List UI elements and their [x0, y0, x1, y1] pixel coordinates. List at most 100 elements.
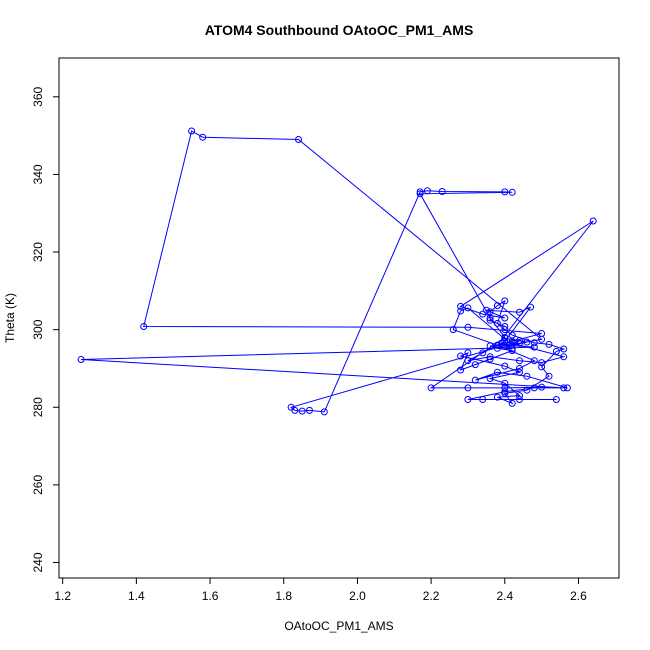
data-point [501, 326, 509, 334]
x-tick-label: 2.6 [570, 589, 587, 603]
data-point [295, 136, 302, 143]
y-tick-label: 260 [31, 475, 45, 495]
data-point [471, 361, 479, 369]
data-point [77, 356, 85, 363]
data-point [523, 338, 531, 346]
data-point [486, 375, 494, 382]
data-point [493, 344, 501, 352]
x-tick-label: 1.4 [128, 589, 145, 603]
data-point [291, 406, 299, 414]
data-point [416, 190, 424, 198]
data-point [516, 392, 523, 400]
data-point [479, 310, 487, 318]
y-tick-label: 280 [31, 397, 45, 417]
data-point [140, 323, 148, 330]
data-point [538, 330, 546, 337]
data-point [486, 316, 494, 324]
y-tick-label: 360 [31, 86, 45, 106]
data-point [501, 384, 509, 392]
data-point [516, 308, 523, 316]
data-point [427, 384, 435, 392]
data-point [589, 217, 597, 225]
data-point [493, 319, 501, 327]
data-point [560, 353, 568, 361]
y-axis-label: Theta (K) [3, 293, 17, 343]
data-point [486, 353, 494, 361]
x-tick-label: 2.0 [349, 589, 366, 603]
data-point [501, 188, 509, 196]
data-point [501, 389, 509, 397]
data-point [560, 345, 568, 353]
data-point [464, 304, 472, 312]
data-point [457, 307, 465, 315]
data-point [508, 339, 516, 347]
data-point [471, 376, 479, 384]
data-point [545, 340, 553, 348]
data-point [493, 393, 501, 401]
data-point [508, 188, 516, 196]
data-point [530, 384, 538, 392]
data-point [416, 188, 424, 196]
data-point [560, 384, 568, 392]
data-point [482, 306, 490, 314]
data-point [508, 341, 516, 349]
data-point [501, 362, 509, 370]
data-point [516, 339, 523, 347]
plot-frame [58, 57, 620, 579]
data-point [538, 359, 546, 367]
data-point [479, 349, 487, 357]
data-point [508, 347, 516, 355]
data-point [438, 188, 446, 195]
data-point [530, 339, 538, 347]
data-point [464, 349, 472, 357]
y-tick-label: 300 [31, 319, 45, 339]
data-point [527, 303, 535, 311]
data-point [501, 334, 509, 342]
data-point [530, 357, 538, 365]
data-point [538, 383, 546, 391]
data-point [298, 407, 306, 415]
data-point [523, 386, 531, 394]
y-tick-label: 340 [31, 164, 45, 184]
x-tick-label: 2.2 [423, 589, 440, 603]
x-tick-label: 2.4 [496, 589, 513, 603]
chart-title: ATOM4 Southbound OAtoOC_PM1_AMS [205, 22, 474, 38]
data-point [320, 408, 328, 416]
data-point [464, 384, 472, 392]
data-point [501, 379, 509, 387]
x-tick-label: 1.2 [54, 589, 71, 603]
data-point [501, 337, 509, 345]
data-point [545, 372, 553, 380]
data-point [501, 297, 509, 305]
data-point [501, 323, 509, 330]
plot-area [77, 127, 597, 416]
y-axis: 240 260 280 300 320 340 360 [31, 86, 59, 572]
data-point [464, 396, 472, 403]
data-point [486, 342, 494, 350]
data-point [479, 396, 487, 403]
data-point [423, 187, 431, 195]
data-point [493, 302, 501, 310]
data-point [493, 368, 501, 376]
x-tick-label: 1.8 [275, 589, 292, 603]
x-tick-label: 1.6 [202, 589, 219, 603]
data-point [188, 127, 196, 135]
data-point [516, 337, 523, 344]
data-point [563, 384, 571, 392]
data-point [457, 302, 465, 310]
data-point [486, 355, 494, 363]
y-tick-label: 320 [31, 242, 45, 262]
data-point [508, 399, 516, 407]
data-point [464, 323, 472, 331]
data-point [538, 363, 546, 371]
data-point [552, 347, 560, 355]
data-point [457, 366, 465, 374]
data-point [199, 133, 207, 141]
data-point [516, 364, 523, 372]
data-point [486, 308, 494, 316]
data-point [516, 357, 523, 365]
data-point [501, 314, 509, 322]
data-point [306, 406, 313, 414]
data-point [501, 341, 509, 349]
